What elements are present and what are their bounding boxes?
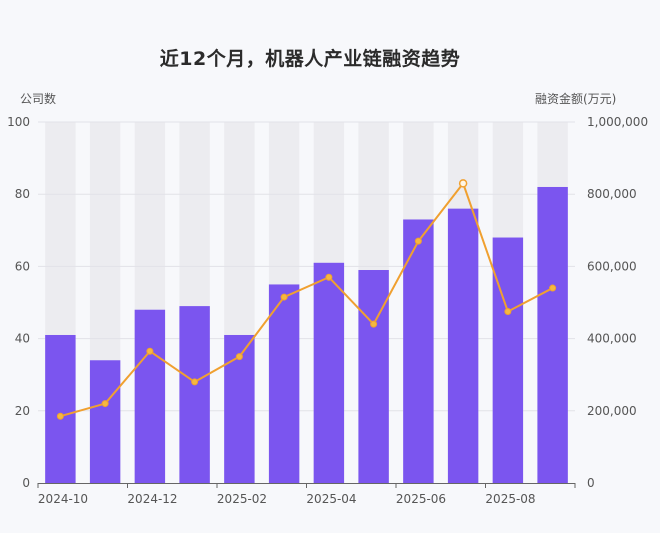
funding-amount-point: [370, 320, 378, 328]
bar-company-count: [89, 360, 121, 483]
right-axis-tick: 200,000: [587, 404, 637, 418]
funding-amount-line: [60, 182, 554, 418]
right-axis-tick: 1,000,000: [587, 115, 648, 129]
left-axis-tick: 80: [15, 187, 30, 201]
funding-amount-point: [235, 353, 243, 361]
left-axis-tick: 40: [15, 332, 30, 346]
right-axis-tick: 400,000: [587, 332, 637, 346]
x-axis-label: 2025-06: [396, 492, 446, 506]
bar-company-count: [403, 219, 434, 483]
funding-amount-point: [504, 308, 512, 316]
chart-title: 近12个月，机器人产业链融资趋势: [159, 48, 461, 70]
right-axis-tick: 0: [587, 476, 595, 490]
left-axis-tick: 100: [7, 115, 30, 129]
right-axis-tick: 800,000: [587, 187, 637, 201]
bar-company-count: [447, 208, 479, 483]
funding-amount-point: [549, 284, 557, 292]
funding-amount-point: [414, 237, 422, 245]
left-axis-tick: 20: [15, 404, 30, 418]
funding-amount-point: [325, 273, 333, 281]
right-axis-title: 融资金额(万元): [535, 92, 617, 106]
x-axis-label: 2024-10: [38, 492, 88, 506]
funding-amount-point: [280, 293, 288, 301]
funding-amount-point: [191, 378, 199, 386]
x-axis-label: 2025-02: [217, 492, 267, 506]
x-axis-label: 2025-04: [306, 492, 356, 506]
x-axis-label: 2024-12: [127, 492, 177, 506]
bar-company-count: [179, 306, 210, 483]
bar-company-count: [134, 309, 166, 483]
funding-amount-point: [101, 400, 109, 408]
bar-company-count: [45, 334, 76, 483]
x-axis-label: 2025-08: [485, 492, 535, 506]
funding-amount-point: [56, 412, 64, 420]
bar-company-count: [268, 284, 300, 483]
left-axis-title: 公司数: [20, 92, 57, 106]
funding-amount-point: [458, 179, 468, 188]
bar-company-count: [492, 237, 524, 483]
funding-amount-point: [146, 347, 154, 355]
left-axis-tick: 0: [22, 476, 30, 490]
bar-company-count: [537, 186, 568, 484]
bar-company-count: [313, 262, 345, 483]
right-axis-tick: 600,000: [587, 259, 637, 273]
left-axis-tick: 60: [15, 259, 30, 273]
bar-company-count: [358, 270, 389, 483]
